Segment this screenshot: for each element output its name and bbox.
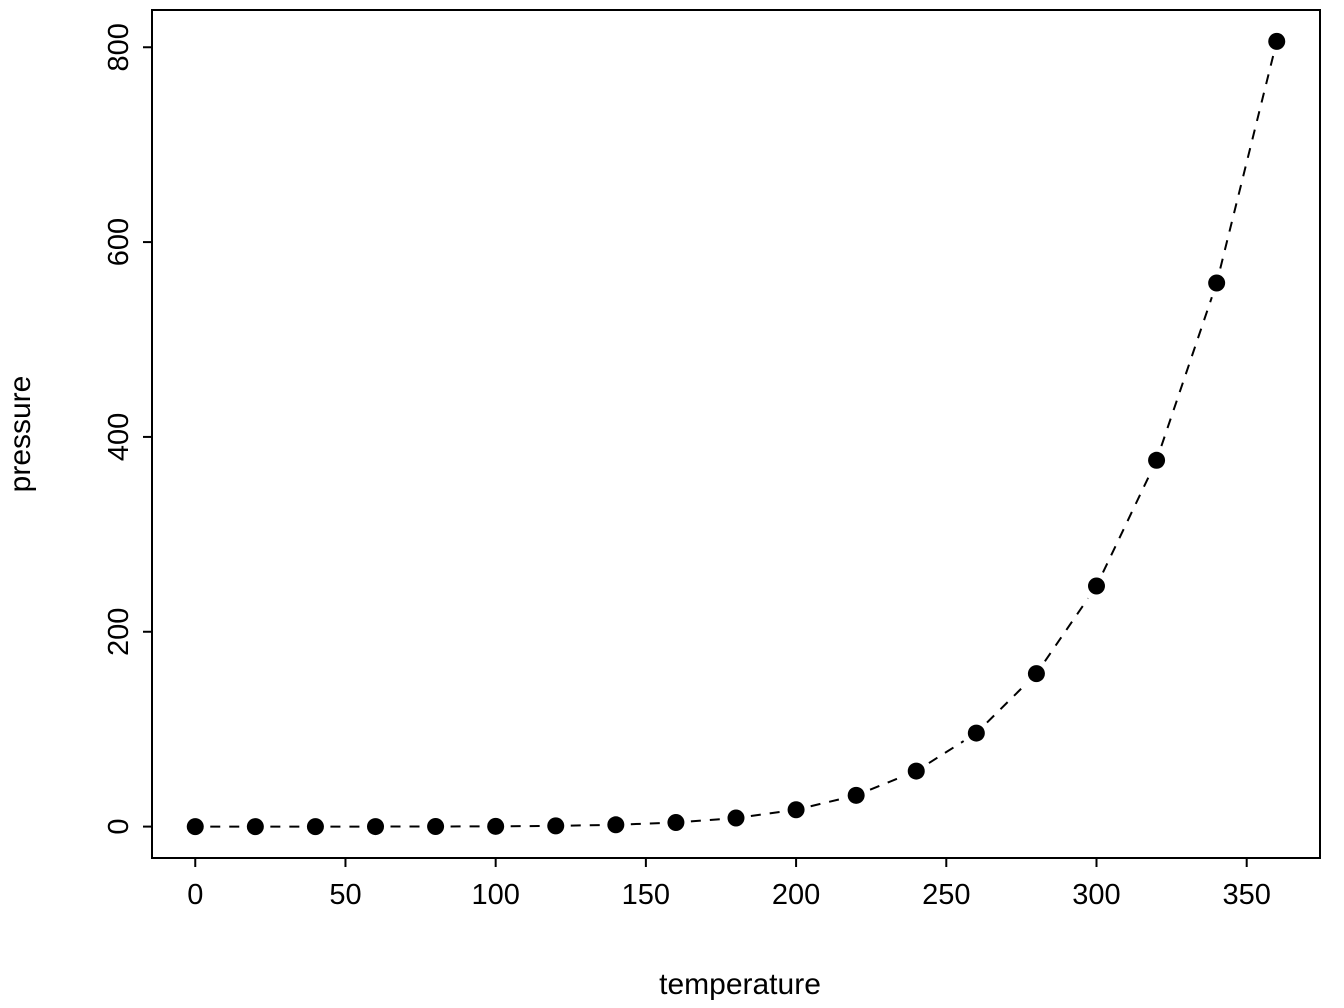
x-tick-label: 250	[922, 879, 970, 911]
series-line-segment	[690, 818, 722, 823]
data-point	[1027, 665, 1045, 683]
data-point	[186, 818, 204, 836]
data-point	[547, 817, 565, 835]
data-point	[427, 818, 445, 836]
x-tick-label: 0	[187, 879, 203, 911]
y-tick-label: 0	[103, 819, 135, 835]
data-point	[727, 809, 745, 827]
data-point	[306, 818, 324, 836]
data-point	[607, 816, 625, 834]
chart-content: 0 50 100 150 200 250 300 350 0 200 400 600 800	[103, 9, 1321, 911]
data-point	[1148, 451, 1166, 469]
series-line-segment	[1160, 296, 1213, 447]
series-line-segment	[869, 775, 903, 791]
data-point	[367, 818, 385, 836]
data-point	[1268, 32, 1286, 50]
x-tick-label: 50	[329, 879, 361, 911]
y-tick-label: 600	[103, 218, 135, 266]
series-line-segment	[1044, 597, 1089, 662]
x-tick-label: 200	[772, 879, 820, 911]
x-tick-label: 300	[1072, 879, 1120, 911]
data-point	[246, 818, 264, 836]
data-point	[907, 762, 925, 780]
data-point	[487, 817, 505, 835]
series-line-segment	[630, 822, 661, 826]
data-point	[847, 786, 865, 804]
y-tick-label: 400	[103, 413, 135, 461]
plot-border	[151, 9, 1321, 859]
series-line-segment	[1219, 55, 1275, 269]
series-line-segment	[810, 797, 842, 808]
series-line-segment	[570, 824, 601, 827]
data-point	[1087, 577, 1105, 595]
data-point	[967, 724, 985, 742]
x-tick-label: 150	[622, 879, 670, 911]
data-point	[787, 801, 805, 819]
series-line-segment	[928, 740, 965, 764]
series-line-segment	[1102, 473, 1152, 573]
x-tick-label: 350	[1223, 879, 1271, 911]
y-tick-label: 200	[103, 608, 135, 656]
x-tick-label: 100	[471, 879, 519, 911]
x-axis-label: temperature	[659, 968, 821, 1001]
y-tick-label: 800	[103, 23, 135, 71]
series-line-segment	[750, 810, 782, 817]
series-line-segment	[986, 683, 1027, 724]
y-axis-label: pressure	[4, 376, 37, 493]
data-point	[667, 814, 685, 832]
data-point	[1208, 274, 1226, 292]
